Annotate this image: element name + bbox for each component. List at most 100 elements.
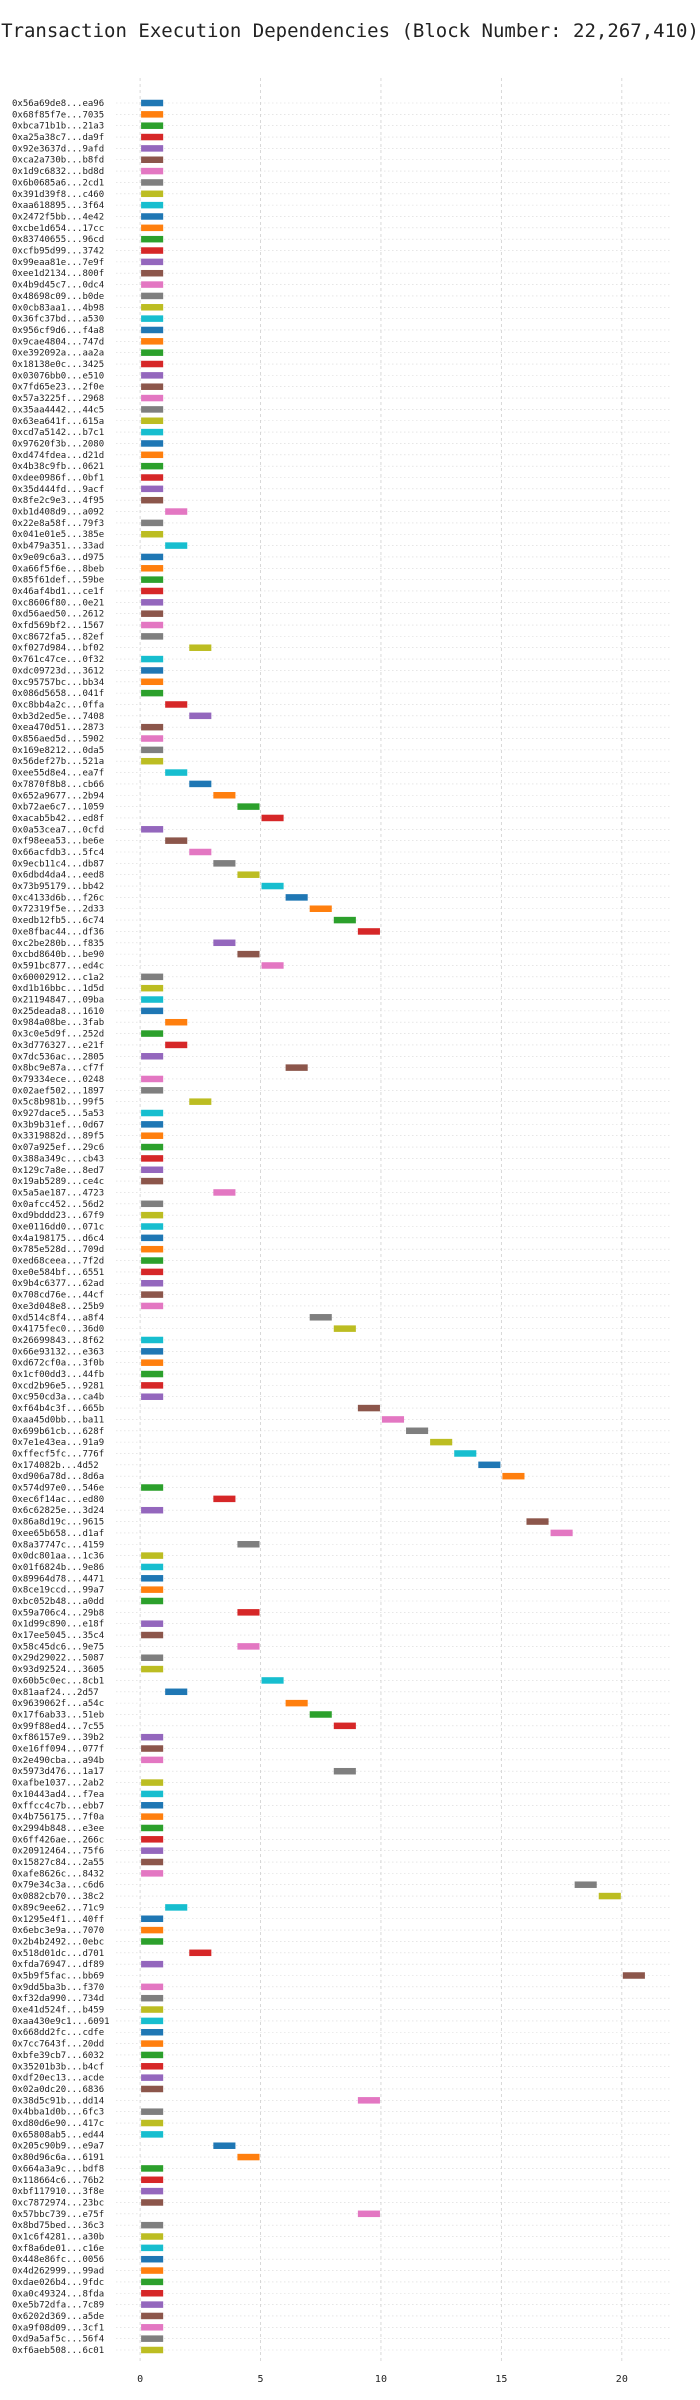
- y-tick-label: 0x10443ad4...f7ea: [12, 1790, 104, 1800]
- bar: [141, 99, 164, 107]
- bar: [309, 1711, 332, 1718]
- y-tick-label: 0x5a5ae187...4723: [12, 1188, 104, 1198]
- bar: [141, 723, 164, 731]
- bar: [141, 372, 164, 379]
- bar: [213, 939, 236, 947]
- bar: [141, 417, 164, 425]
- bar: [141, 1994, 164, 2002]
- y-tick-label: 0xaa430e9c1...6091: [12, 2017, 110, 2027]
- bar: [141, 1836, 164, 1843]
- bar: [141, 111, 164, 118]
- y-tick-label: 0x927dace5...5a53: [12, 1109, 104, 1119]
- y-tick-label: 0xbca71b1b...21a3: [12, 122, 104, 132]
- y-tick-label: 0xd1b16bbc...1d5d: [12, 984, 104, 994]
- bar: [141, 428, 164, 436]
- y-tick-label: 0x699b61cb...628f: [12, 1427, 104, 1437]
- bar: [189, 1098, 212, 1105]
- y-tick-label: 0x22e8a58f...79f3: [12, 519, 104, 529]
- bar: [141, 156, 164, 163]
- bar: [141, 1552, 164, 1559]
- y-tick-label: 0xd56aed50...2612: [12, 610, 104, 620]
- bar: [189, 780, 212, 788]
- y-tick-label: 0xe3d048e8...25b9: [12, 1302, 104, 1312]
- y-tick-label: 0xc4133d6b...f26c: [12, 893, 104, 903]
- bar: [141, 1257, 164, 1264]
- y-tick-label: 0xbf117910...3f8e: [12, 2187, 104, 2197]
- x-tick-label: 15: [495, 2374, 507, 2385]
- x-tick-label: 10: [375, 2374, 387, 2385]
- y-tick-label: 0x56def27b...521a: [12, 757, 104, 767]
- vertical-gridlines: [139, 78, 623, 2362]
- bar: [141, 2221, 164, 2229]
- y-tick-label: 0x85f61def...59be: [12, 576, 104, 586]
- y-tick-label: 0x89c9ee62...71c9: [12, 1903, 104, 1913]
- bar: [141, 757, 164, 765]
- bar: [141, 2074, 164, 2081]
- bar: [141, 1053, 164, 1060]
- bar: [141, 1234, 164, 1242]
- y-tick-label: 0x36fc37bd...a530: [12, 315, 104, 325]
- y-tick-label: 0xc7872974...23bc: [12, 2198, 104, 2208]
- bar: [454, 1450, 477, 1457]
- bar: [141, 2017, 164, 2025]
- y-tick-label: 0xc8672fa5...82ef: [12, 632, 104, 642]
- y-tick-label: 0x448e86fc...0056: [12, 2255, 104, 2265]
- bar: [141, 1745, 164, 1752]
- y-tick-label: 0x72319f5e...2d33: [12, 905, 104, 915]
- y-tick-label: 0x57bbc739...e75f: [12, 2210, 104, 2220]
- bar: [141, 1359, 164, 1366]
- y-tick-label: 0x38d5c91b...dd14: [12, 2096, 104, 2106]
- bar: [141, 451, 164, 459]
- bar: [141, 2301, 164, 2308]
- y-tick-label: 0x9cae4804...747d: [12, 337, 104, 347]
- y-tick-label: 0x99eaa81e...7e9f: [12, 258, 104, 268]
- y-tick-label: 0x1d9c6832...bd8d: [12, 167, 104, 177]
- bar: [141, 655, 164, 663]
- bar: [141, 247, 164, 254]
- y-tick-label: 0x7e1e43ea...91a9: [12, 1438, 104, 1448]
- bar: [141, 235, 164, 243]
- bar: [141, 996, 164, 1003]
- y-tick-label: 0x60b5c0ec...8cb1: [12, 1676, 104, 1686]
- bar: [141, 1302, 164, 1310]
- bar: [141, 1484, 164, 1491]
- bar: [141, 1847, 164, 1854]
- x-tick-labels: 0 5 10 15 20: [137, 2374, 628, 2385]
- y-tick-label: 0x041e01e5...385e: [12, 530, 104, 540]
- y-tick-label: 0x0dc801aa...1c36: [12, 1552, 104, 1562]
- bar: [141, 565, 164, 572]
- x-tick-label: 20: [616, 2374, 628, 2385]
- bar: [141, 2267, 164, 2274]
- y-tick-label: 0xed68ceea...7f2d: [12, 1257, 104, 1267]
- bar: [141, 2028, 164, 2036]
- bar: [141, 315, 164, 322]
- y-tick-label: 0xf32da990...734d: [12, 1994, 104, 2004]
- bar: [550, 1529, 573, 1537]
- bar: [357, 2210, 380, 2218]
- bar: [381, 1416, 405, 1423]
- bar: [141, 735, 164, 742]
- y-tick-label: 0x25deada8...1610: [12, 1007, 104, 1017]
- bar: [574, 1881, 597, 1888]
- bar: [141, 281, 164, 288]
- bar: [165, 1688, 188, 1696]
- y-tick-label: 0x97620f3b...2080: [12, 439, 104, 449]
- bar: [213, 1189, 236, 1196]
- bar: [213, 860, 236, 867]
- bar: [141, 179, 164, 186]
- y-tick-label: 0x174082b...4d52: [12, 1461, 99, 1471]
- y-tick-label: 0x3319882d...89f5: [12, 1132, 104, 1142]
- bar: [141, 1733, 164, 1741]
- bar: [141, 1926, 164, 1934]
- bar: [141, 1858, 164, 1866]
- y-tick-label: 0xaa618895...3f64: [12, 201, 104, 211]
- y-tick-label: 0xf8a6de01...c16e: [12, 2244, 104, 2254]
- y-tick-label: 0xd906a78d...8d6a: [12, 1472, 104, 1482]
- bar: [141, 1177, 164, 1185]
- bar: [526, 1518, 549, 1525]
- y-tick-label: 0x02a0dc20...6836: [12, 2085, 104, 2095]
- bar: [141, 1960, 164, 1968]
- chart-title: Transaction Execution Dependencies (Bloc…: [1, 20, 699, 42]
- bar: [141, 269, 164, 277]
